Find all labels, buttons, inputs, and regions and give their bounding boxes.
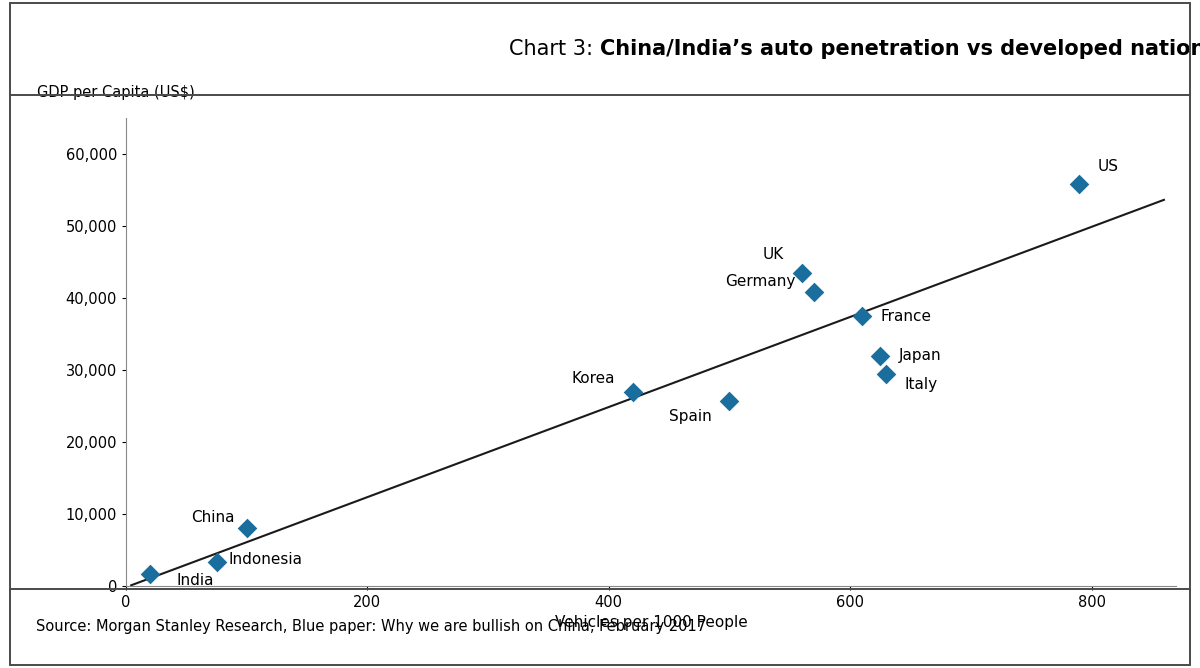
Point — [853, 311, 872, 321]
Text: Germany: Germany — [726, 274, 796, 289]
Point — [877, 368, 896, 379]
Text: China: China — [191, 510, 235, 525]
Point — [804, 287, 823, 298]
Text: Japan: Japan — [899, 348, 941, 363]
Text: Chart 3:: Chart 3: — [509, 39, 600, 59]
Text: Source: Morgan Stanley Research, Blue paper: Why we are bullish on China, Februa: Source: Morgan Stanley Research, Blue pa… — [36, 619, 706, 635]
Point — [871, 350, 890, 361]
Text: US: US — [1098, 159, 1118, 174]
Point — [206, 556, 226, 567]
Point — [792, 268, 811, 279]
Point — [238, 523, 257, 534]
Text: France: France — [881, 309, 931, 323]
Point — [1070, 179, 1090, 190]
Text: India: India — [176, 572, 214, 588]
Text: UK: UK — [762, 247, 784, 263]
Text: Indonesia: Indonesia — [228, 552, 302, 567]
Text: GDP per Capita (US$): GDP per Capita (US$) — [37, 85, 194, 100]
Text: Italy: Italy — [905, 377, 937, 392]
Text: Korea: Korea — [571, 371, 614, 386]
Text: China/India’s auto penetration vs developed nations 2015: China/India’s auto penetration vs develo… — [600, 39, 1200, 59]
Point — [623, 386, 642, 397]
Point — [140, 569, 160, 580]
Point — [720, 395, 739, 406]
Text: Spain: Spain — [668, 409, 712, 424]
X-axis label: Vehicles per 1000 People: Vehicles per 1000 People — [554, 615, 748, 631]
